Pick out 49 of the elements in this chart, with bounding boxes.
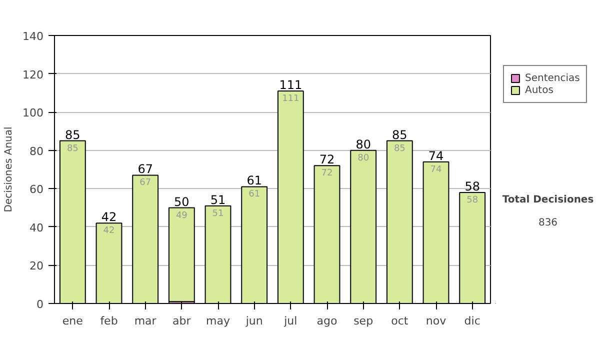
- total-label: 42: [101, 210, 117, 224]
- x-tick-label: jun: [244, 314, 263, 328]
- y-tick-label: 40: [30, 221, 44, 234]
- data-label: 72: [321, 168, 333, 179]
- data-label: 42: [103, 226, 115, 236]
- total-label: 85: [65, 128, 80, 142]
- y-tick-label: 100: [22, 106, 44, 120]
- total-label: 61: [246, 174, 262, 188]
- x-tick-label: abr: [172, 314, 192, 328]
- legend-label: Sentencias: [525, 72, 580, 84]
- x-tick-label: nov: [426, 314, 447, 328]
- total-label: 72: [319, 152, 335, 167]
- total-label: 67: [138, 162, 153, 176]
- data-label: 58: [466, 195, 478, 206]
- data-label: 74: [430, 164, 442, 175]
- x-tick-label: jul: [283, 314, 298, 328]
- y-tick-label: 140: [22, 30, 44, 43]
- y-tick-label: 80: [30, 144, 44, 158]
- x-tick-label: ago: [316, 314, 338, 328]
- x-tick-label: oct: [391, 314, 409, 328]
- data-label: 61: [248, 190, 260, 200]
- x-tick-label: dic: [464, 314, 480, 328]
- total-label: 80: [356, 137, 371, 152]
- total-label: 51: [210, 192, 226, 207]
- x-tick-label: may: [206, 314, 230, 328]
- data-label: 111: [282, 94, 300, 104]
- x-tick-label: ene: [62, 314, 84, 328]
- total-label: 74: [428, 148, 444, 163]
- total-label: 58: [464, 179, 480, 194]
- y-tick-label: 60: [30, 183, 44, 196]
- text: 836: [538, 218, 558, 228]
- legend-label: Autos: [525, 84, 554, 96]
- x-tick-label: sep: [354, 314, 374, 328]
- data-label: 85: [394, 144, 406, 154]
- x-tick-label: mar: [134, 314, 157, 328]
- y-tick-label: 20: [30, 260, 44, 273]
- y-axis-title: Decisiones Anual: [4, 126, 15, 212]
- text: Total Decisiones: [502, 194, 594, 206]
- data-label: 51: [212, 208, 224, 219]
- data-label: 80: [358, 153, 370, 164]
- data-label: 67: [140, 178, 152, 188]
- y-tick-label: 120: [22, 68, 44, 82]
- total-label: 111: [279, 78, 302, 92]
- data-label: 85: [66, 144, 78, 154]
- x-tick-label: feb: [100, 314, 118, 328]
- total-label: 50: [174, 194, 190, 209]
- y-tick-label: 0: [36, 298, 44, 311]
- total-label: 85: [392, 128, 408, 142]
- data-label: 49: [176, 210, 188, 221]
